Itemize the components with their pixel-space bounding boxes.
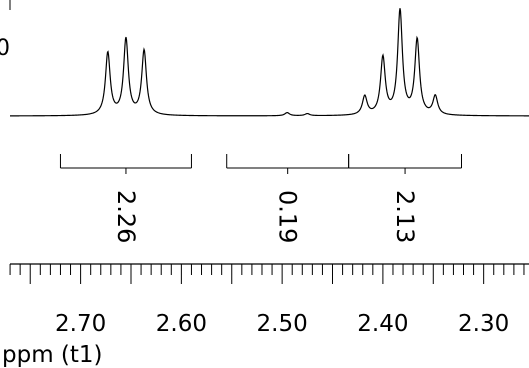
integral-value-label: 2.26: [112, 190, 140, 243]
ppm-axis: 2.70 2.60 2.50 2.40 2.30: [9, 263, 529, 337]
axis-tick-label: 2.40: [357, 311, 408, 337]
left-edge-marker: 0: [0, 0, 11, 61]
left-edge-label: 0: [0, 36, 10, 61]
integral-regions: 2.26 0.19 2.13: [59, 154, 462, 243]
integral-value-label: 2.13: [391, 190, 419, 243]
axis-tick-label: 2.60: [156, 311, 207, 337]
integral-value-label: 0.19: [274, 190, 302, 243]
axis-tick-label: 2.30: [458, 311, 509, 337]
axis-tick-label: 2.70: [55, 311, 106, 337]
x-axis-unit-label: ppm (t1): [2, 342, 103, 368]
spectrum-trace: [10, 8, 529, 117]
axis-tick-label: 2.50: [257, 311, 308, 337]
